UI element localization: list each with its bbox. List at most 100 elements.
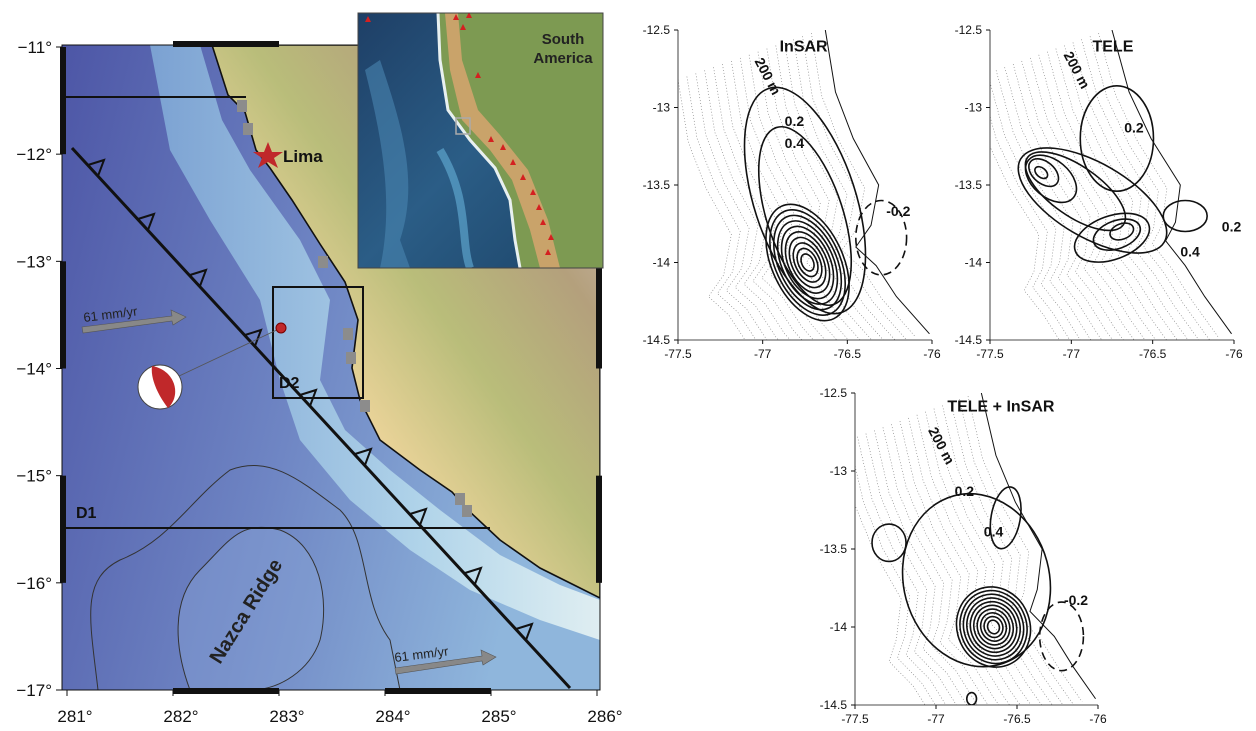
x-tick-label: -77	[1063, 347, 1081, 361]
x-tick-label: -77	[754, 347, 772, 361]
epicenter	[276, 323, 286, 333]
y-tick-label: -13	[830, 464, 848, 478]
slip-contour	[771, 218, 844, 307]
bathymetry-line	[1090, 36, 1210, 340]
y-tick-label: −16°	[16, 574, 52, 593]
contour-label: -0.2	[886, 203, 910, 219]
y-tick-label: -13.5	[643, 178, 671, 192]
panel-title: TELE + InSAR	[947, 398, 1055, 415]
y-tick-label: -13	[965, 101, 983, 115]
slip-contour	[1080, 86, 1153, 191]
contour-label: 0.2	[1222, 219, 1242, 235]
y-tick-label: -13.5	[955, 178, 983, 192]
bathymetry-line	[840, 443, 954, 731]
city-label: Lima	[283, 147, 323, 166]
slip-contour	[1108, 220, 1136, 243]
y-tick-label: −11°	[18, 38, 52, 57]
figure: Lima 61 mm/yr 61 mm/yr D1 D2 Nazca Ridge…	[0, 0, 1256, 731]
x-tick-label: -77.5	[664, 347, 692, 361]
x-tick-label: -76.5	[1139, 347, 1167, 361]
contour-label: 0.4	[984, 524, 1004, 540]
bathymetry-line	[968, 396, 1082, 702]
profile-label: D2	[279, 375, 300, 392]
y-tick-label: -13.5	[820, 542, 848, 556]
frame-bar	[596, 261, 602, 368]
x-tick-label: -76.5	[834, 347, 862, 361]
panel-body	[840, 393, 1095, 731]
frame-bar	[385, 688, 491, 694]
inset-label: America	[533, 50, 593, 67]
y-tick-label: -12.5	[820, 386, 848, 400]
slip-contour	[967, 693, 977, 705]
slip-panels: -77.5 -77 -76.5 -76 -12.5 -13 -13.5 -14 -14.5 InS…	[643, 23, 1243, 731]
bathymetry-line	[857, 437, 971, 731]
panel-title: InSAR	[780, 39, 828, 56]
x-tick-label: 281°	[57, 707, 92, 726]
contour-label: 0.2	[1124, 119, 1144, 135]
frame-bar	[60, 261, 66, 368]
coastline	[1112, 30, 1232, 334]
y-tick-label: −13°	[16, 252, 52, 271]
x-tick-label: 284°	[375, 707, 410, 726]
isobath-label: 200 m	[925, 424, 958, 467]
isobath-label: 200 m	[1061, 49, 1094, 92]
x-tick-label: -76	[1225, 347, 1243, 361]
slip-panel: -77.5 -77 -76.5 -76 -12.5 -13 -13.5 -14 -14.5 InS…	[643, 23, 941, 383]
x-tick-label: -77.5	[841, 712, 869, 726]
slip-panel: -77.5 -77 -76.5 -76 -12.5 -13 -13.5 -14 -14.5 TEL…	[955, 23, 1243, 383]
panel-title: TELE	[1092, 39, 1133, 56]
y-tick-label: -14.5	[820, 698, 848, 712]
contour-label: 0.2	[785, 113, 805, 129]
bathymetry-line	[1082, 39, 1202, 343]
contour-label: 0.2	[955, 483, 975, 499]
x-tick-label: -76	[1089, 712, 1107, 726]
isobath-label: 200 m	[752, 55, 785, 98]
slip-contour	[986, 485, 1026, 552]
slip-contour	[1017, 146, 1086, 212]
y-tick-label: -14	[965, 256, 983, 270]
slip-contour	[1040, 602, 1084, 671]
y-tick-label: -14	[653, 256, 671, 270]
slip-contour	[1163, 201, 1207, 232]
y-tick-label: −17°	[16, 681, 52, 700]
page: { "main_map": { "xticks": [ {"value": 28…	[0, 0, 1256, 731]
y-tick-label: −15°	[16, 467, 52, 486]
frame-bar	[596, 476, 602, 583]
contour-label: 0.4	[1180, 243, 1200, 259]
x-tick-label: -76.5	[1003, 712, 1031, 726]
x-tick-label: -77.5	[976, 347, 1004, 361]
slip-contour	[740, 116, 870, 316]
bathymetry-line	[849, 440, 963, 731]
y-tick-label: -12.5	[643, 23, 671, 37]
x-tick-label: 285°	[481, 707, 516, 726]
bathymetry-line	[811, 33, 915, 337]
bathymetry-line	[883, 427, 997, 731]
x-tick-label: 282°	[163, 707, 198, 726]
y-tick-label: −12°	[16, 145, 52, 164]
slip-contour	[1033, 164, 1050, 181]
inset-label: South	[542, 31, 585, 48]
bathymetry-line	[866, 434, 980, 731]
frame-bar	[60, 476, 66, 583]
bathymetry-line	[731, 61, 835, 365]
y-tick-label: -13	[653, 101, 671, 115]
x-tick-label: 286°	[587, 707, 622, 726]
frame-bar	[173, 41, 279, 47]
y-tick-label: -12.5	[955, 23, 983, 37]
x-tick-label: 283°	[269, 707, 304, 726]
bathymetry-line	[874, 430, 988, 731]
focal-mechanism	[138, 365, 182, 409]
contour-label: -0.2	[1064, 592, 1088, 608]
y-tick-label: −14°	[16, 360, 52, 379]
panel-body	[970, 30, 1231, 383]
contour-label: 0.4	[785, 135, 805, 151]
frame-bar	[173, 688, 279, 694]
bathymetry-line	[1099, 33, 1219, 337]
x-tick-label: -76	[923, 347, 941, 361]
y-tick-label: -14.5	[643, 333, 671, 347]
bathymetry-line	[1073, 42, 1193, 346]
slip-contour	[749, 191, 866, 333]
x-tick-label: -77	[927, 712, 945, 726]
y-tick-label: -14.5	[955, 333, 983, 347]
y-tick-label: -14	[830, 620, 848, 634]
